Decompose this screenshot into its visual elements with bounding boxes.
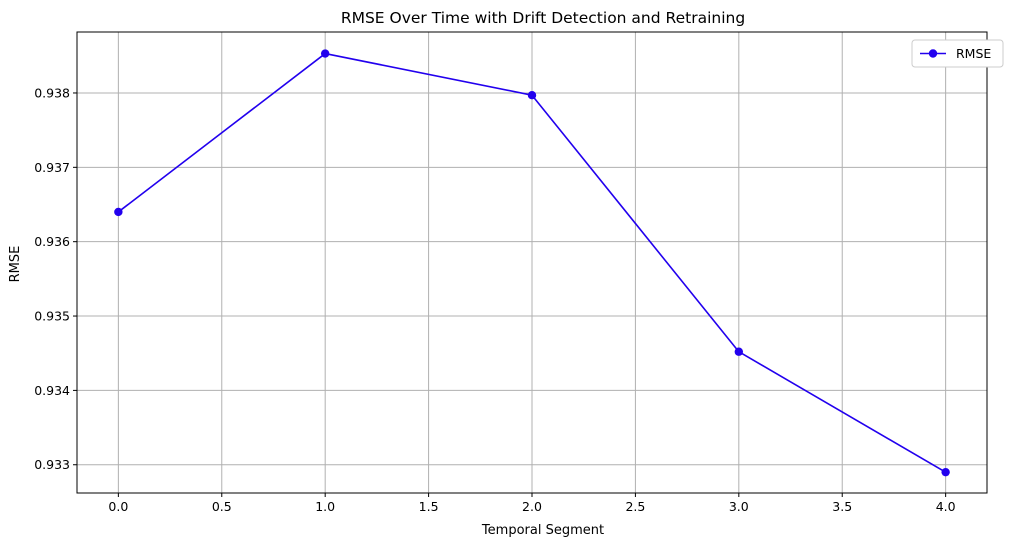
- legend-marker-swatch: [928, 49, 938, 58]
- data-point: [941, 467, 950, 477]
- y-axis-label: RMSE: [8, 246, 23, 283]
- y-tick-label: 0.933: [34, 457, 70, 472]
- legend-label-rmse: RMSE: [956, 46, 991, 61]
- x-tick-label: 0.0: [108, 499, 128, 514]
- x-tick-label: 3.0: [729, 499, 749, 514]
- x-tick-label: 4.0: [936, 499, 956, 514]
- series-points: [114, 49, 950, 477]
- x-tick-label: 2.0: [522, 499, 542, 514]
- x-axis-label: Temporal Segment: [481, 523, 604, 538]
- data-point: [114, 207, 123, 217]
- data-point: [320, 49, 330, 58]
- data-point: [734, 347, 744, 356]
- x-axis-ticks: 0.0 0.5 1.0 1.5 2.0 2.5 3.0 3.5 4.0: [108, 493, 956, 514]
- x-tick-label: 2.5: [625, 499, 645, 514]
- y-tick-label: 0.938: [34, 85, 70, 100]
- x-tick-label: 1.5: [419, 499, 439, 514]
- y-tick-label: 0.934: [34, 383, 70, 398]
- y-axis-ticks: 0.933 0.934 0.935 0.936 0.937 0.938: [34, 85, 77, 472]
- legend: RMSE: [911, 39, 1004, 68]
- x-tick-label: 0.5: [212, 499, 232, 514]
- legend-box: [911, 39, 1004, 68]
- y-tick-label: 0.935: [34, 309, 70, 324]
- y-tick-label: 0.936: [34, 234, 70, 249]
- x-tick-label: 3.5: [832, 499, 852, 514]
- grid: [77, 32, 987, 493]
- data-point: [527, 91, 537, 100]
- x-tick-label: 1.0: [315, 499, 335, 514]
- y-tick-label: 0.937: [34, 160, 70, 175]
- chart-title: RMSE Over Time with Drift Detection and …: [341, 9, 745, 27]
